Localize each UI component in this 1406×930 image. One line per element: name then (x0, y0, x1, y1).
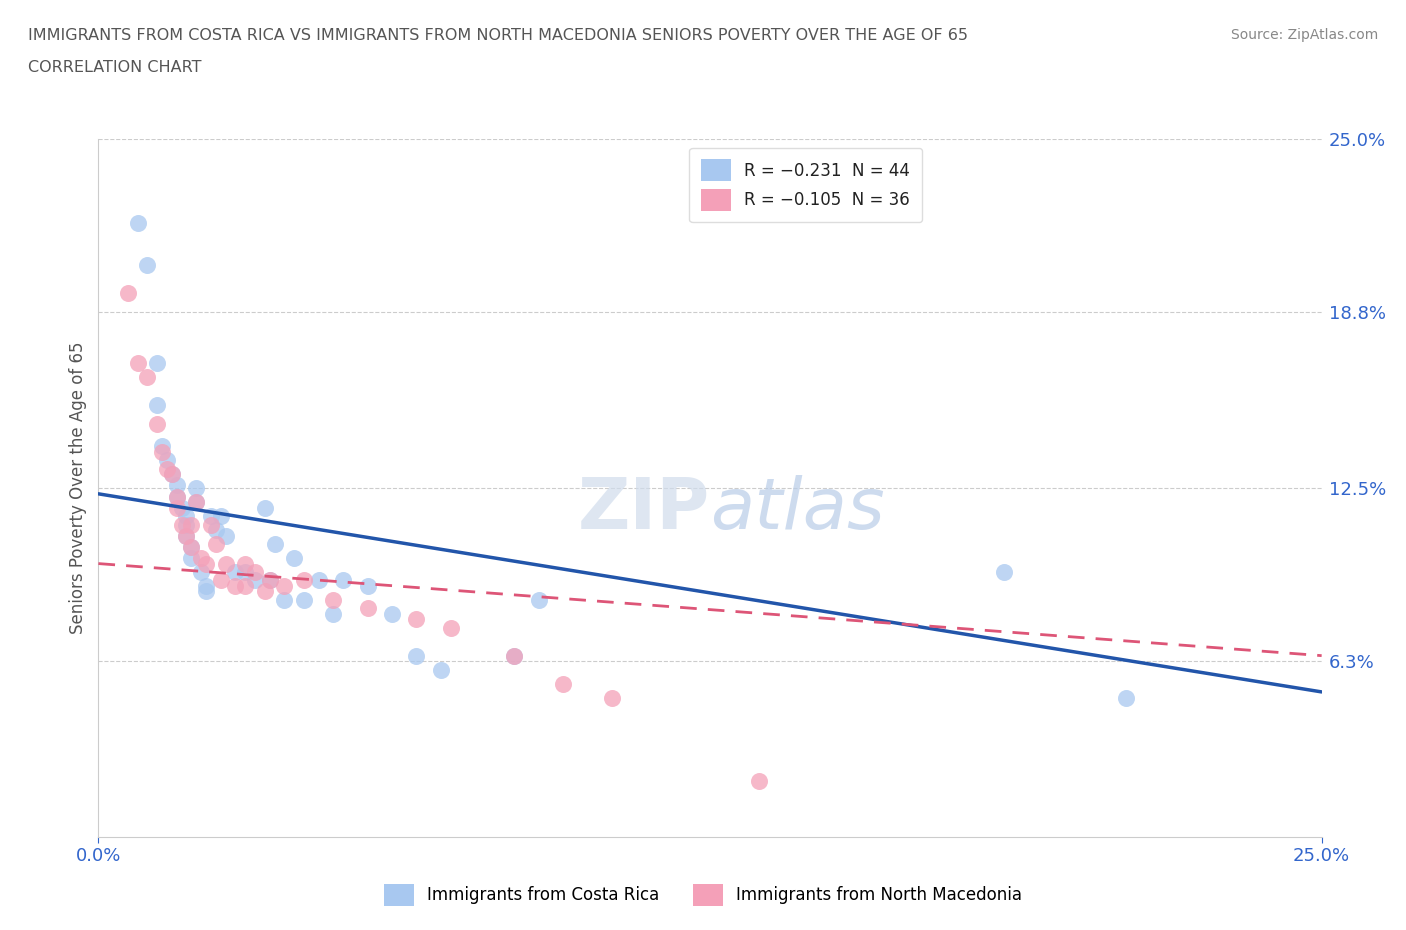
Point (156, 453, 179, 468)
Text: Source: ZipAtlas.com: Source: ZipAtlas.com (1230, 28, 1378, 42)
Point (195, 584, 218, 599)
Point (209, 509, 232, 524)
Point (127, 355, 149, 370)
Point (200, 517, 222, 532)
Point (292, 573, 315, 588)
Point (259, 573, 281, 588)
Point (136, 258, 159, 272)
Point (322, 606, 344, 621)
Point (243, 573, 266, 588)
Point (553, 676, 575, 691)
Point (214, 556, 236, 571)
Point (209, 573, 232, 588)
Point (205, 537, 228, 551)
Point (176, 509, 198, 524)
Point (195, 556, 218, 571)
Legend: Immigrants from Costa Rica, Immigrants from North Macedonia: Immigrants from Costa Rica, Immigrants f… (377, 878, 1029, 912)
Point (186, 495, 208, 510)
Point (180, 539, 202, 554)
Point (195, 578, 218, 593)
Point (214, 528, 236, 543)
Point (405, 648, 427, 663)
Point (136, 369, 159, 384)
Point (146, 355, 169, 370)
Point (259, 573, 281, 588)
Point (233, 578, 256, 593)
Point (166, 500, 188, 515)
Point (180, 551, 202, 565)
Point (146, 397, 169, 412)
Point (600, 690, 623, 705)
Point (322, 592, 344, 607)
Point (205, 523, 228, 538)
Point (200, 509, 222, 524)
Point (527, 592, 550, 607)
Text: IMMIGRANTS FROM COSTA RICA VS IMMIGRANTS FROM NORTH MACEDONIA SENIORS POVERTY OV: IMMIGRANTS FROM COSTA RICA VS IMMIGRANTS… (28, 28, 969, 43)
Point (748, 774, 770, 789)
Point (503, 648, 526, 663)
Point (160, 467, 183, 482)
Point (166, 489, 188, 504)
Point (356, 601, 378, 616)
Point (430, 662, 453, 677)
Point (170, 517, 193, 532)
Text: ZIP: ZIP (578, 474, 710, 544)
Point (186, 495, 208, 510)
Point (233, 556, 256, 571)
Point (150, 445, 173, 459)
Point (224, 578, 246, 593)
Point (170, 500, 193, 515)
Legend: R = −0.231  N = 44, R = −0.105  N = 36: R = −0.231 N = 44, R = −0.105 N = 36 (689, 148, 922, 222)
Point (156, 461, 179, 476)
Point (273, 578, 295, 593)
Point (176, 517, 198, 532)
Point (273, 592, 295, 607)
Point (243, 565, 266, 579)
Point (224, 565, 246, 579)
Point (127, 216, 149, 231)
Point (233, 565, 256, 579)
Point (263, 537, 285, 551)
Point (1115, 690, 1137, 705)
Point (993, 565, 1015, 579)
Point (503, 648, 526, 663)
Point (332, 573, 354, 588)
Point (190, 551, 212, 565)
Point (160, 467, 183, 482)
Point (176, 528, 198, 543)
Y-axis label: Seniors Poverty Over the Age of 65: Seniors Poverty Over the Age of 65 (69, 342, 87, 634)
Point (253, 584, 276, 599)
Point (146, 417, 169, 432)
Point (292, 592, 315, 607)
Point (166, 489, 188, 504)
Point (253, 500, 276, 515)
Point (150, 439, 173, 454)
Point (190, 565, 212, 579)
Point (356, 578, 378, 593)
Point (180, 517, 202, 532)
Text: atlas: atlas (710, 474, 884, 544)
Point (440, 620, 463, 635)
Text: CORRELATION CHART: CORRELATION CHART (28, 60, 201, 75)
Point (180, 539, 202, 554)
Point (186, 481, 208, 496)
Point (176, 528, 198, 543)
Point (166, 478, 188, 493)
Point (117, 286, 139, 300)
Point (405, 612, 427, 627)
Point (283, 551, 305, 565)
Point (308, 573, 330, 588)
Point (381, 606, 404, 621)
